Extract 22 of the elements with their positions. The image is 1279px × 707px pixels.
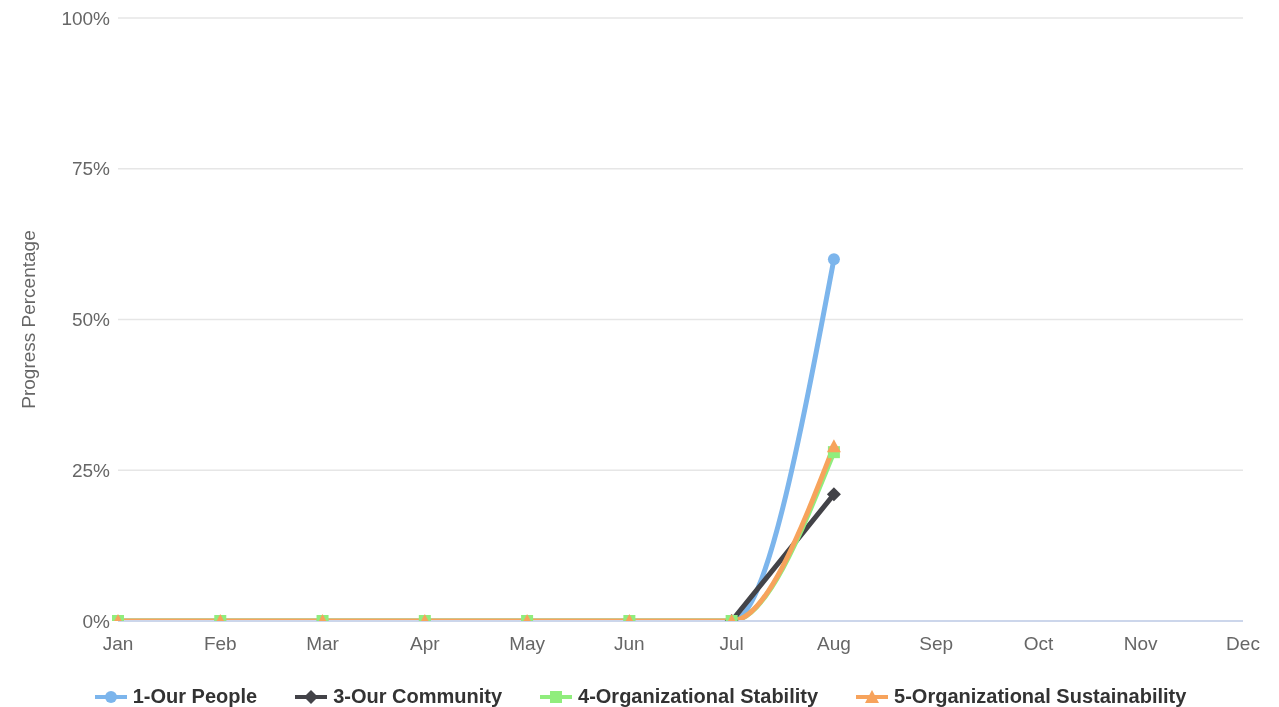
- x-tick-label: Sep: [919, 633, 954, 655]
- x-tick-label: Jun: [614, 633, 645, 655]
- x-tick-label: Dec: [1226, 633, 1260, 655]
- y-tick-label: 100%: [61, 7, 111, 29]
- x-tick-label: Feb: [203, 633, 237, 655]
- y-axis-title: Progress Percentage: [17, 230, 39, 409]
- x-tick-label: Mar: [306, 633, 340, 655]
- x-tick-label: Jul: [719, 633, 744, 655]
- y-tick-label: 75%: [71, 158, 111, 180]
- y-tick-label: 50%: [71, 309, 111, 331]
- x-tick-label: May: [509, 633, 546, 655]
- x-tick-label: Aug: [817, 633, 851, 655]
- legend-label: 3-Our Community: [333, 685, 503, 707]
- y-tick-label: 0%: [82, 610, 111, 632]
- x-tick-label: Nov: [1123, 633, 1159, 655]
- y-tick-label: 25%: [71, 459, 111, 481]
- x-tick-label: Apr: [410, 633, 441, 655]
- legend-label: 4-Organizational Stability: [578, 685, 819, 707]
- legend-label: 5-Organizational Sustainability: [894, 685, 1187, 707]
- x-tick-label: Oct: [1023, 633, 1054, 655]
- x-tick-label: Jan: [102, 633, 134, 655]
- legend-label: 1-Our People: [132, 685, 258, 707]
